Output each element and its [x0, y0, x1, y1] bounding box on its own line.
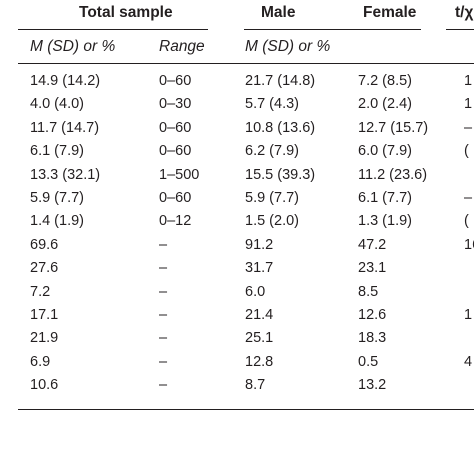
cell-test-stat: 1: [464, 73, 473, 89]
cell-test-stat: –: [464, 190, 473, 206]
cell-total: 6.9: [30, 353, 51, 370]
rule-total-sample: [18, 29, 208, 30]
header-female: Female: [363, 4, 417, 21]
cell-female: 8.5: [358, 283, 379, 300]
cell-female: 13.2: [358, 377, 387, 394]
cell-range: –: [159, 236, 168, 253]
subheader-total-msd: M (SD) or %: [30, 38, 116, 55]
cell-total: 13.3 (32.1): [30, 166, 101, 183]
cell-range: 0–30: [159, 96, 192, 113]
cell-total: 1.4 (1.9): [30, 213, 84, 230]
cell-total: 27.6: [30, 260, 59, 277]
cell-test-stat: 1: [464, 96, 473, 113]
cell-female: 18.3: [358, 330, 387, 347]
cell-female: 6.1 (7.7): [358, 190, 412, 206]
rule-subheaders: [18, 63, 474, 64]
cell-male: 10.8 (13.6): [245, 119, 316, 136]
cell-range: 0–60: [159, 190, 192, 206]
cell-test-stat: (: [464, 213, 469, 230]
cell-test-stat: –: [464, 119, 473, 136]
cell-male: 5.9 (7.7): [245, 190, 299, 206]
cell-male: 15.5 (39.3): [245, 166, 316, 183]
header-total-sample: Total sample: [79, 4, 173, 21]
rule-bottom: [18, 409, 474, 410]
rule-gender: [244, 29, 421, 30]
cell-male: 21.7 (14.8): [245, 73, 316, 89]
cell-female: 23.1: [358, 260, 387, 277]
cell-range: –: [159, 283, 168, 300]
cell-female: 2.0 (2.4): [358, 96, 412, 113]
cell-male: 25.1: [245, 330, 274, 347]
cell-female: 47.2: [358, 236, 387, 253]
cell-male: 6.2 (7.9): [245, 143, 299, 160]
cell-female: 0.5: [358, 353, 379, 370]
cell-male: 31.7: [245, 260, 274, 277]
cell-female: 12.6: [358, 307, 387, 323]
cell-female: 6.0 (7.9): [358, 143, 412, 160]
cell-female: 1.3 (1.9): [358, 213, 412, 230]
cell-male: 6.0: [245, 283, 266, 300]
cell-total: 14.9 (14.2): [30, 73, 101, 89]
cell-range: 0–60: [159, 73, 192, 89]
cell-total: 7.2: [30, 283, 51, 300]
rule-test-stat: [446, 29, 474, 30]
cell-male: 21.4: [245, 307, 274, 323]
cell-total: 5.9 (7.7): [30, 190, 84, 206]
cell-range: –: [159, 353, 168, 370]
cell-range: –: [159, 330, 168, 347]
cell-test-stat: (: [464, 143, 469, 160]
cell-total: 11.7 (14.7): [30, 119, 100, 136]
cell-range: 0–60: [159, 119, 192, 136]
cell-test-stat: 4: [464, 353, 473, 370]
cell-range: 1–500: [159, 166, 200, 183]
cell-range: 0–12: [159, 213, 192, 230]
header-test-stat: t/χ: [455, 4, 474, 21]
cell-male: 91.2: [245, 236, 274, 253]
cell-male: 12.8: [245, 353, 274, 370]
subheader-range: Range: [159, 38, 205, 55]
cell-total: 4.0 (4.0): [30, 96, 84, 113]
subheader-male-msd: M (SD) or %: [245, 38, 331, 55]
cell-total: 10.6: [30, 377, 59, 394]
cell-female: 11.2 (23.6): [358, 166, 428, 183]
cell-total: 6.1 (7.9): [30, 143, 84, 160]
cell-test-stat: 1: [464, 307, 473, 323]
cell-range: –: [159, 377, 168, 394]
cell-range: –: [159, 307, 168, 323]
cell-female: 7.2 (8.5): [358, 73, 412, 89]
cell-total: 69.6: [30, 236, 59, 253]
cell-male: 5.7 (4.3): [245, 96, 299, 113]
cell-total: 21.9: [30, 330, 59, 347]
cell-range: 0–60: [159, 143, 192, 160]
cell-total: 17.1: [30, 307, 59, 323]
cell-female: 12.7 (15.7): [358, 119, 429, 136]
cell-test-stat: 16: [464, 236, 474, 253]
cell-male: 1.5 (2.0): [245, 213, 299, 230]
header-male: Male: [261, 4, 296, 21]
cell-range: –: [159, 260, 168, 277]
cell-male: 8.7: [245, 377, 266, 394]
